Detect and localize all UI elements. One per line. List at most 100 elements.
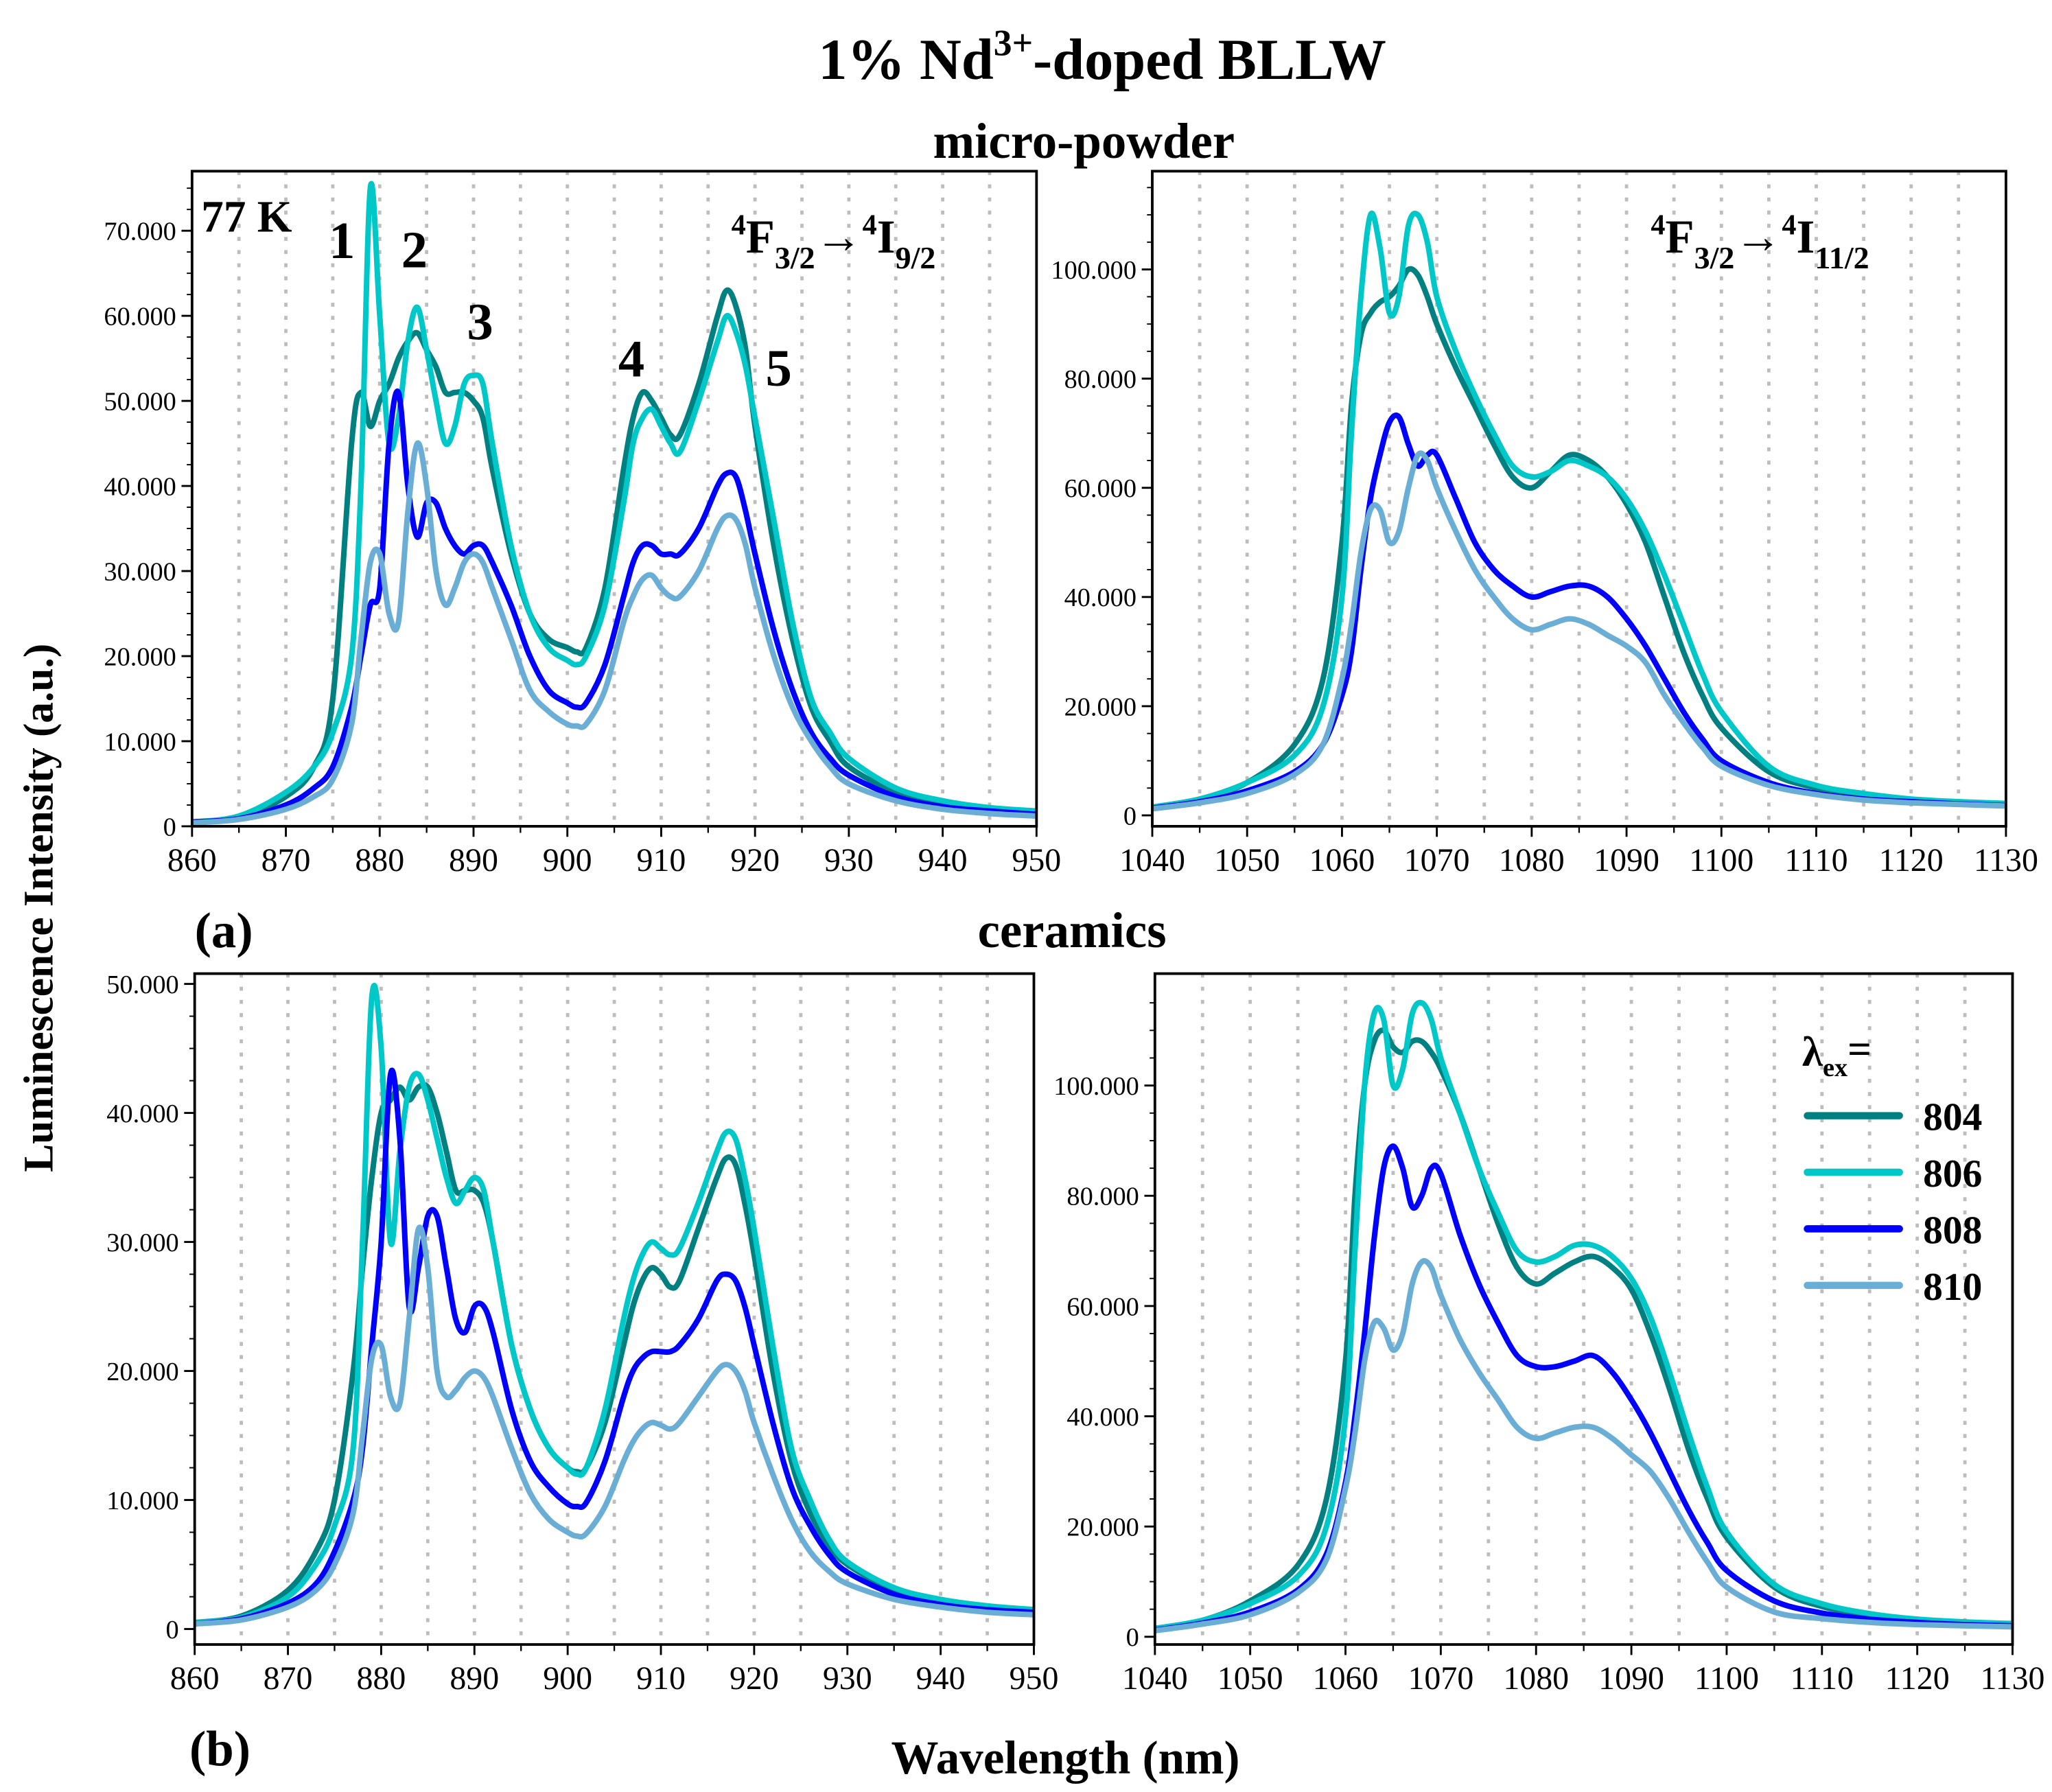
series-line-810	[194, 1224, 1034, 1627]
x-tick-label: 1070	[1404, 842, 1470, 878]
t1-sub2: 9/2	[896, 240, 936, 275]
figure-title: 1% Nd3+-doped BLLW	[818, 23, 1386, 93]
y-tick-label: 30.000	[106, 1229, 178, 1257]
x-tick-label: 950	[1012, 842, 1061, 878]
x-tick-label: 880	[356, 1660, 406, 1697]
t1-sup1: 4	[732, 209, 746, 241]
y-tick-label: 0	[163, 813, 176, 841]
series-line-808	[1152, 412, 2006, 811]
x-tick-label: 900	[543, 842, 592, 878]
panels: 860 870 880 890 900 910 920 930 940 950 0 10.000 20.…	[104, 170, 2045, 1697]
series-line-806	[194, 983, 1034, 1626]
panel-label-a: (a)	[195, 903, 253, 958]
x-tick-label: 1090	[1598, 1660, 1664, 1697]
x-tick-label: 1100	[1694, 1660, 1759, 1697]
peak-label-4: 4	[618, 329, 644, 388]
legend-lambda: λ	[1802, 1029, 1823, 1075]
legend-entries: 804 806 808 810	[1804, 1096, 1982, 1309]
legend-label: 804	[1923, 1096, 1982, 1139]
y-tick-label: 60.000	[1066, 1292, 1139, 1321]
t1-sub1: 3/2	[775, 240, 815, 275]
y-tick-label: 100.000	[1053, 1072, 1139, 1101]
x-tick-label: 1100	[1689, 842, 1753, 878]
y-tick-label: 60.000	[104, 303, 176, 331]
series-line-810	[1154, 1258, 2013, 1633]
title-superscript: 3+	[994, 23, 1033, 64]
series-line-804	[1152, 266, 2006, 811]
series-line-810	[191, 440, 1037, 826]
x-tick-label: 1130	[1980, 1660, 2044, 1697]
x-tick-label: 1040	[1119, 842, 1185, 878]
x-tick-label: 890	[450, 1660, 499, 1697]
y-tick-label: 60.000	[1064, 474, 1136, 503]
peak-label-1: 1	[329, 211, 355, 270]
x-tick-label: 920	[730, 1660, 779, 1697]
series-line-806	[1152, 210, 2006, 811]
x-tick-label: 910	[637, 842, 686, 878]
x-tick-label: 900	[543, 1660, 592, 1697]
legend-entry-808: 808	[1804, 1209, 1982, 1253]
y-tick-label: 80.000	[1066, 1183, 1139, 1211]
y-tick-label: 0	[1123, 802, 1136, 830]
legend-entry-806: 806	[1804, 1152, 1982, 1196]
series-group	[1152, 210, 2006, 812]
y-tick-label: 50.000	[106, 970, 178, 999]
x-tick-label: 1090	[1594, 842, 1659, 878]
panel-3: 1040 1050 1060 1070 1080 1090 1100 1110 1120 1130…	[1053, 972, 2045, 1697]
y-tick-label: 30.000	[104, 557, 176, 586]
peak-label-3: 3	[467, 293, 493, 351]
panel-2: 860 870 880 890 900 910 920 930 940 950 0 10.000 20.…	[106, 970, 1058, 1697]
t2-b: I	[1797, 211, 1815, 263]
t2-sub1: 3/2	[1694, 240, 1735, 275]
x-tick-label: 1080	[1499, 842, 1565, 878]
x-tick-label: 910	[636, 1660, 686, 1697]
legend-ex: ex	[1823, 1054, 1847, 1082]
x-tick-label: 1110	[1791, 1660, 1854, 1697]
y-tick-label: 0	[165, 1616, 178, 1644]
x-tick-label: 940	[916, 1660, 966, 1697]
x-tick-label: 880	[355, 842, 404, 878]
y-tick-label: 100.000	[1051, 256, 1136, 285]
y-tick-label: 20.000	[104, 642, 176, 671]
y-tick-label: 80.000	[1064, 365, 1136, 394]
y-tick-label: 10.000	[104, 728, 176, 756]
t2-arrow: →	[1734, 211, 1782, 263]
x-tick-label: 1060	[1309, 842, 1375, 878]
peak-label-2: 2	[401, 220, 428, 279]
group-label-micro-powder: micro-powder	[933, 113, 1235, 169]
series-line-806	[1154, 999, 2013, 1631]
y-axis-title: Luminescence Intensity (a.u.)	[16, 644, 62, 1172]
t1-arrow: →	[815, 211, 863, 263]
series-line-810	[1152, 450, 2006, 812]
t1-a: F	[746, 211, 775, 263]
x-tick-label: 1050	[1217, 1660, 1283, 1697]
panel-label-b: (b)	[189, 1721, 250, 1776]
y-tick-label: 70.000	[104, 218, 176, 246]
t1-sup2: 4	[863, 209, 877, 241]
x-tick-label: 1070	[1408, 1660, 1473, 1697]
legend-label: 808	[1923, 1209, 1982, 1253]
x-tick-label: 930	[823, 1660, 872, 1697]
temperature-label: 77 K	[201, 193, 292, 242]
transition-label-9-2: 4F3/2→4I9/2	[732, 209, 936, 275]
t1-b: I	[877, 211, 896, 263]
x-tick-label: 870	[264, 1660, 313, 1697]
t2-a: F	[1665, 211, 1694, 263]
x-tick-label: 1040	[1122, 1660, 1188, 1697]
y-tick-label: 40.000	[1064, 583, 1136, 612]
x-tick-label: 1050	[1214, 842, 1280, 878]
panel-1: 1040 1050 1060 1070 1080 1090 1100 1110 1120 1130…	[1051, 170, 2038, 878]
group-label-ceramics: ceramics	[978, 903, 1167, 958]
x-tick-label: 1110	[1784, 842, 1847, 878]
series-line-804	[191, 287, 1037, 825]
y-tick-label: 20.000	[1064, 693, 1136, 721]
x-tick-label: 1080	[1503, 1660, 1569, 1697]
transition-label-11-2: 4F3/2→4I11/2	[1651, 209, 1869, 275]
legend-title: λex=	[1802, 1026, 1872, 1082]
x-tick-label: 1060	[1313, 1660, 1379, 1697]
x-tick-label: 950	[1010, 1660, 1059, 1697]
y-tick-label: 20.000	[106, 1358, 178, 1386]
x-tick-label: 1120	[1879, 842, 1944, 878]
